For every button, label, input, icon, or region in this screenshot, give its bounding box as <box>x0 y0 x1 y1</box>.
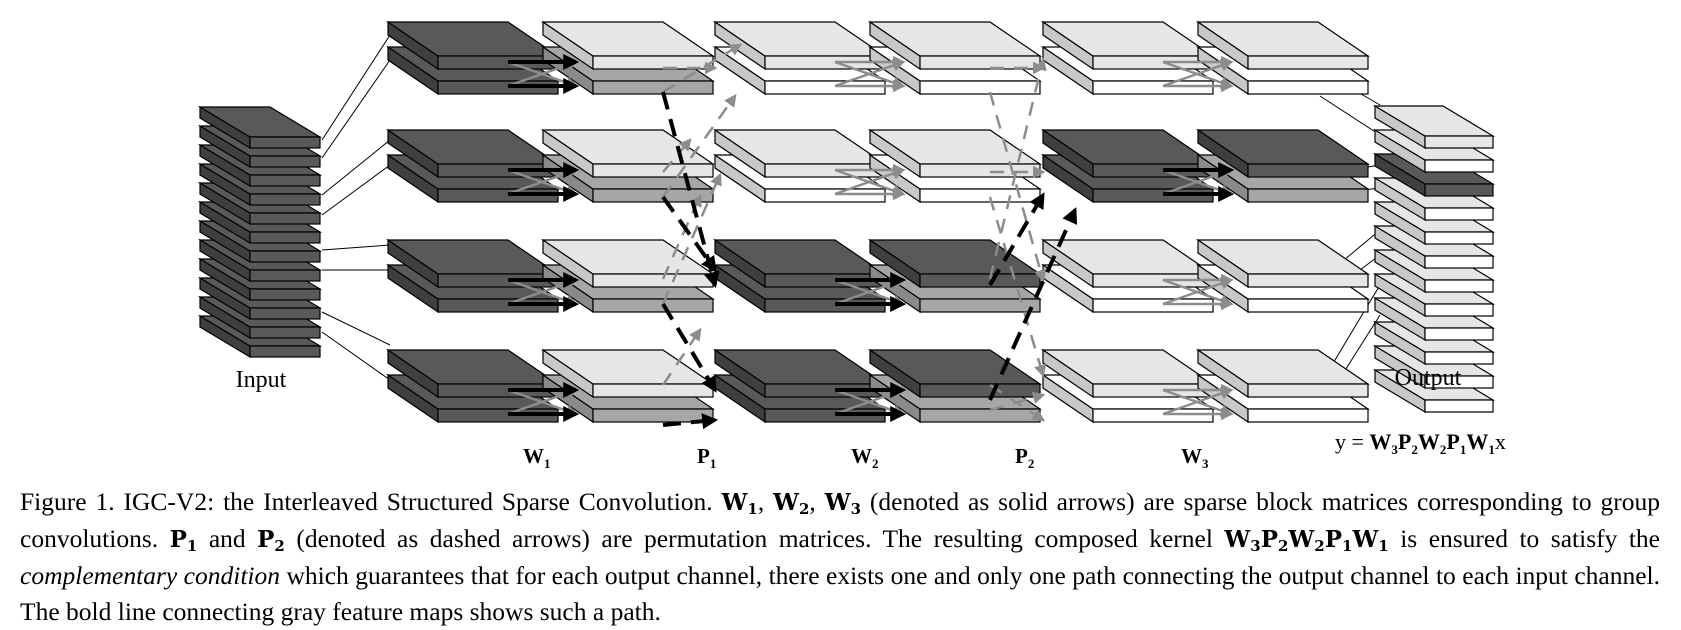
w-arrow <box>1162 277 1234 306</box>
caption-intro: Figure 1. IGC-V2: the Interleaved Struct… <box>20 487 722 516</box>
w2-input-group-a <box>713 238 887 289</box>
w1-output-group-a <box>541 128 715 179</box>
p1-bold-arrow <box>661 195 717 273</box>
p1-arrow <box>662 138 692 173</box>
input-label: Input <box>236 367 287 393</box>
caption-italic: complementary condition <box>20 561 280 590</box>
p2-bold-arrow <box>988 192 1045 287</box>
connection-line <box>321 164 391 216</box>
igc-v2-figure: Input Output W1 P1 W2 P2 W3 y = W3P2W2P1… <box>197 20 1506 470</box>
svg-text:y = W3P2W2P1W1x: y = W3P2W2P1W1x <box>1335 429 1506 457</box>
w1-output-group-a <box>541 238 715 289</box>
output-channel <box>1372 104 1496 150</box>
w2-output-group-a <box>868 348 1042 399</box>
math-p1: P1 <box>169 526 198 555</box>
caption-text: is ensured to satisfy the <box>1388 524 1660 553</box>
math-composed-kernel: W3P2W2P1W1 <box>1224 526 1389 555</box>
p2-arrow <box>988 196 1047 378</box>
figure-caption: Figure 1. IGC-V2: the Interleaved Struct… <box>20 484 1660 630</box>
p1-arrow <box>662 43 743 94</box>
connection-line <box>321 331 391 381</box>
connection-line <box>321 59 391 159</box>
p1-arrow <box>661 327 702 386</box>
p1-label: P1 <box>697 444 716 470</box>
p2-label: P2 <box>1015 444 1034 470</box>
w-arrow <box>834 59 906 88</box>
math-p2: P2 <box>257 526 285 555</box>
w3-label: W3 <box>1181 444 1209 470</box>
p1-bold-arrow <box>661 91 720 289</box>
svg-text:W1: W1 <box>523 444 551 470</box>
caption-text: and <box>197 524 258 553</box>
input-channel <box>197 105 323 150</box>
p2-arrow <box>988 91 1047 283</box>
svg-text:W3: W3 <box>1181 444 1209 470</box>
w2-input-group-a <box>713 348 887 399</box>
math-w2: W2 <box>773 489 810 518</box>
w1-output-group-a <box>541 20 715 71</box>
math-w1: W1 <box>721 489 758 518</box>
p1-bold-arrow <box>661 302 717 393</box>
p1-bold-arrow <box>662 413 719 430</box>
connection-line <box>321 311 391 346</box>
w2-output-group-a <box>868 20 1042 71</box>
w-arrow <box>1162 59 1234 88</box>
p2-arrow <box>989 391 1046 412</box>
w1-input-group-a <box>386 20 560 71</box>
p1-arrow <box>661 93 737 198</box>
connection-line <box>321 139 391 196</box>
caption-sep: , <box>809 487 825 516</box>
svg-text:W2: W2 <box>851 444 879 470</box>
w-arrow <box>1162 387 1234 416</box>
connection-line <box>1319 95 1381 136</box>
caption-text: which guarantees that for each output ch… <box>20 561 1660 626</box>
w3-output-group-a <box>1196 238 1370 289</box>
w2-input-group-a <box>713 128 887 179</box>
w3-output-group-a <box>1196 128 1370 179</box>
w1-label: W1 <box>523 444 551 470</box>
svg-text:P1: P1 <box>697 444 716 470</box>
p2-arrow <box>988 57 1047 280</box>
svg-text:P2: P2 <box>1015 444 1034 470</box>
w3-output-group-a <box>1196 20 1370 71</box>
p2-bold-arrow <box>988 207 1078 401</box>
connection-line <box>321 244 391 251</box>
composed-equation: y = W3P2W2P1W1x <box>1335 429 1506 457</box>
w-arrow <box>834 167 906 196</box>
caption-text: (denoted as dashed arrows) are permutati… <box>284 524 1225 553</box>
math-w3: W3 <box>824 489 861 518</box>
w3-input-group-a <box>1041 128 1215 179</box>
w2-label: W2 <box>851 444 879 470</box>
caption-text: (denoted as solid arrows) are sparse blo… <box>20 487 1661 553</box>
caption-sep: , <box>757 487 774 516</box>
w3-output-group-a <box>1196 348 1370 399</box>
connection-line <box>321 34 391 141</box>
output-label: Output <box>1395 365 1462 391</box>
arrows <box>507 43 1235 430</box>
